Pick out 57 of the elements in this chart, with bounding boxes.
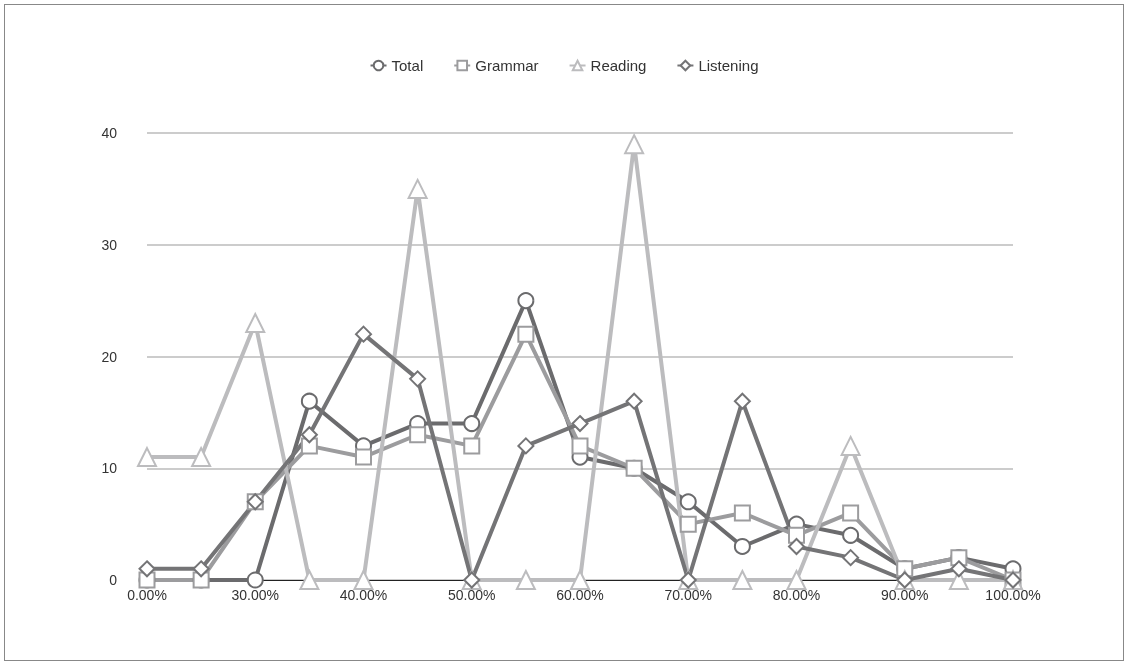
point [300, 426, 318, 444]
x-tick-label: 80.00% [772, 587, 821, 603]
point [517, 325, 535, 343]
point [355, 448, 372, 466]
point [137, 447, 157, 468]
point [679, 493, 697, 511]
point [571, 415, 589, 433]
x-tick-label: 50.00% [448, 587, 496, 603]
point [245, 312, 266, 333]
point [409, 426, 427, 444]
point [733, 504, 751, 522]
legend-label: Total [391, 57, 424, 74]
point [788, 537, 805, 555]
point [842, 549, 860, 567]
x-tick-label: 70.00% [664, 587, 712, 603]
point [407, 178, 428, 199]
point [300, 392, 318, 410]
y-tick-label: 0 [109, 572, 118, 588]
x-tick-label: 60.00% [556, 587, 604, 603]
point [515, 570, 536, 590]
point [733, 392, 751, 410]
x-tick-label: 40.00% [339, 587, 388, 603]
point [624, 134, 645, 155]
point [191, 447, 212, 468]
x-tick-label: 0.00% [127, 587, 167, 603]
y-tick-label: 40 [101, 125, 118, 141]
point [409, 370, 427, 388]
point [625, 392, 643, 410]
legend-label: Grammar [475, 57, 539, 74]
point [463, 437, 481, 455]
point [679, 515, 697, 533]
point [517, 292, 535, 310]
y-tick-label: 20 [101, 348, 118, 365]
legend-label: Listening [698, 57, 759, 74]
point [138, 560, 156, 578]
point [733, 537, 751, 555]
point [950, 560, 968, 578]
point [571, 437, 589, 455]
point [842, 504, 860, 522]
point [355, 325, 372, 343]
y-tick-label: 10 [101, 460, 118, 477]
point [570, 570, 590, 590]
point [517, 437, 535, 455]
point [732, 570, 753, 590]
x-tick-label: 30.00% [231, 587, 279, 603]
x-tick-label: 90.00% [881, 587, 929, 603]
x-tick-label: 100.00% [985, 587, 1041, 603]
point [842, 526, 860, 544]
point [353, 570, 374, 590]
point [246, 571, 264, 589]
legend-label: Reading [590, 57, 647, 74]
point [786, 570, 807, 590]
point [840, 435, 861, 456]
point [299, 570, 320, 590]
point [192, 560, 210, 578]
y-tick-label: 30 [101, 236, 118, 253]
point [463, 415, 481, 433]
